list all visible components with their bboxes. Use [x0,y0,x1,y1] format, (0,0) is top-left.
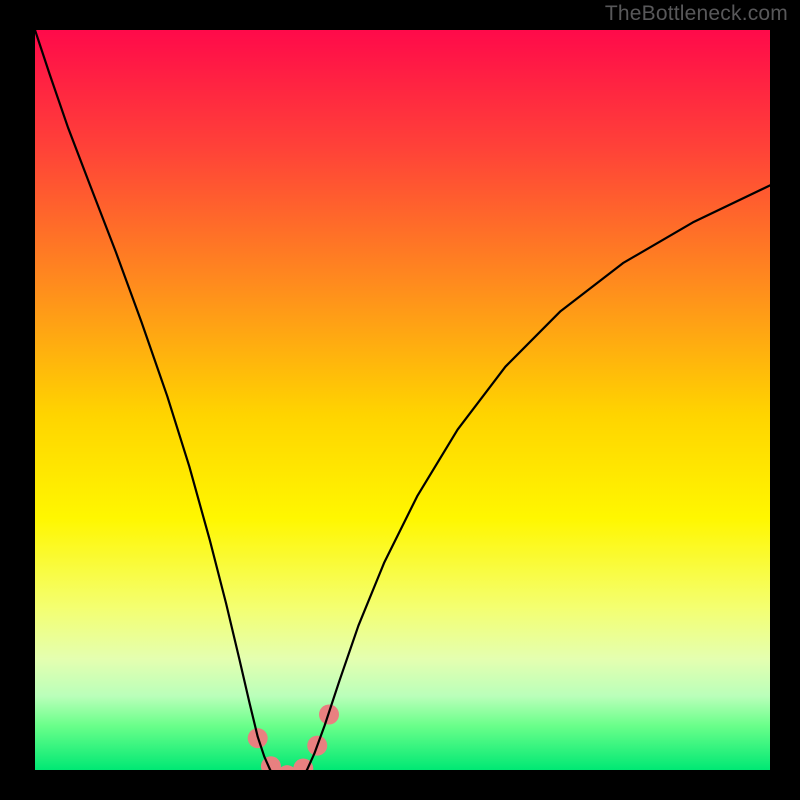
watermark-text: TheBottleneck.com [605,2,788,26]
bottleneck-curve [307,185,770,770]
curve-layer [35,30,770,770]
plot-area [35,30,770,770]
bottleneck-curve [35,30,270,770]
chart-container: TheBottleneck.com [0,0,800,800]
